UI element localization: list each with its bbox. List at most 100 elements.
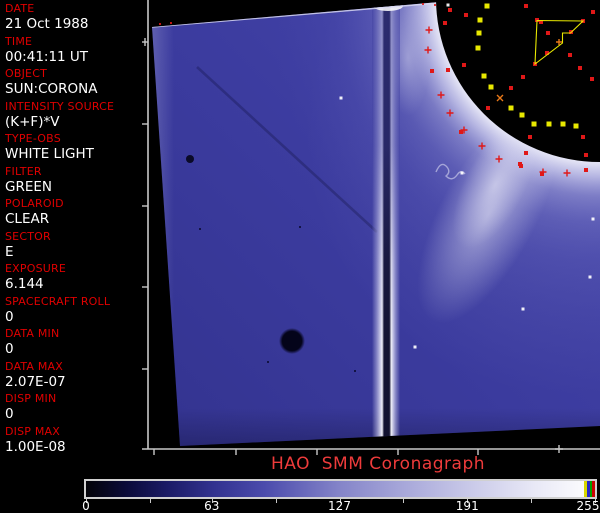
metadata-sidebar: DATE 21 Oct 1988 TIME 00:41:11 UT OBJECT SUN:… (5, 2, 147, 457)
field-label: DISP MIN (5, 392, 57, 405)
yellow-fiducial-dot (477, 17, 483, 23)
metadata-field: DISP MAX 1.00E-08 (5, 425, 147, 458)
saturation-stripe (590, 481, 592, 497)
red-fiducial-dot (464, 13, 468, 17)
coronal-wisp (435, 163, 466, 180)
field-label: FILTER (5, 164, 42, 178)
metadata-field: FILTER GREEN (5, 165, 147, 198)
field-value: E (5, 243, 14, 260)
dark-speck (199, 228, 201, 230)
colorbar-tick-label: 0 (82, 499, 90, 513)
yellow-fiducial-dot (481, 73, 487, 79)
colorbar-tick (595, 499, 596, 503)
colorbar-tick (339, 499, 341, 503)
red-fiducial-dot (581, 135, 585, 139)
colorbar-minor-tick (149, 499, 151, 503)
axis-frame (142, 0, 600, 455)
metadata-field: TIME 00:41:11 UT (5, 35, 147, 68)
field-value: 0 (5, 406, 14, 422)
edge-noise-speck (434, 4, 436, 6)
red-fiducial-dot (568, 53, 572, 57)
colorbar-minor-tick (403, 499, 405, 503)
yellow-fiducial-dot (508, 105, 514, 111)
metadata-field: EXPOSURE 6.144 (5, 262, 147, 295)
image-title: HAO SMM Coronagraph (270, 454, 486, 474)
colorbar-minor-tick (531, 499, 533, 503)
field-value: GREEN (5, 178, 52, 195)
red-fiducial-dot (462, 63, 466, 67)
edge-noise-speck (422, 3, 424, 5)
metadata-field: SPACECRAFT ROLL 0 (5, 295, 147, 328)
field-label: OBJECT (5, 67, 47, 80)
yellow-region-outline (534, 19, 585, 66)
red-fiducial-dot (446, 68, 450, 72)
field-value: 6.144 (5, 276, 44, 292)
red-fiducial-dot (578, 66, 582, 70)
metadata-field: SECTOR E (5, 230, 147, 263)
red-fiducial-dot (448, 8, 452, 12)
red-plus-marker (425, 26, 433, 34)
saturation-stripe (584, 481, 587, 497)
star-speck (413, 345, 417, 349)
yellow-fiducial-dot (484, 3, 490, 9)
field-label: DATA MAX (5, 359, 63, 373)
field-value: 0 (5, 308, 14, 325)
field-label: SPACECRAFT ROLL (5, 294, 111, 308)
field-value: 2.07E-07 (5, 373, 66, 390)
red-fiducial-dot (459, 130, 463, 134)
metadata-field: DATA MIN 0 (5, 327, 147, 360)
colorbar-tick (467, 499, 469, 503)
saturation-stripe (592, 481, 595, 497)
field-label: DATA MIN (5, 327, 60, 340)
metadata-field: DISP MIN 0 (5, 392, 147, 425)
red-fiducial-dot (430, 69, 434, 73)
dark-speck (354, 370, 356, 372)
coronagraph-image (142, 0, 600, 455)
red-fiducial-dot (509, 86, 513, 90)
star-speck (339, 96, 343, 100)
field-label: DISP MAX (5, 424, 60, 438)
saturation-stripe (587, 481, 590, 497)
dark-spot (186, 155, 194, 163)
dark-speck (267, 361, 269, 363)
star-speck (591, 217, 595, 221)
yellow-fiducial-dot (531, 121, 537, 127)
edge-noise-speck (170, 22, 172, 24)
field-label: TIME (5, 34, 33, 48)
yellow-fiducial-dot (488, 84, 494, 90)
metadata-field: TYPE-OBS WHITE LIGHT (5, 132, 147, 165)
red-plus-marker (424, 46, 432, 54)
field-value: SUN:CORONA (5, 81, 98, 97)
field-value: 0 (5, 341, 14, 357)
metadata-field: INTENSITY SOURCE (K+F)*V (5, 100, 147, 133)
red-fiducial-dot (539, 20, 543, 24)
red-fiducial-dot (524, 151, 528, 155)
red-plus-marker (495, 155, 503, 163)
metadata-field: DATE 21 Oct 1988 (5, 2, 147, 35)
field-label: DATE (5, 2, 35, 15)
yellow-fiducial-dot (475, 45, 481, 51)
field-value: CLEAR (5, 211, 50, 227)
metadata-field: DATA MAX 2.07E-07 (5, 360, 147, 393)
field-label: TYPE-OBS (5, 132, 61, 145)
metadata-field: POLAROID CLEAR (5, 197, 147, 230)
red-fiducial-dot (584, 168, 588, 172)
colorbar-tick-label: 63 (204, 499, 220, 513)
red-fiducial-dot (545, 51, 549, 55)
red-fiducial-dot (524, 4, 528, 8)
field-value: 1.00E-08 (5, 438, 66, 455)
red-fiducial-dot (591, 10, 595, 14)
field-value: WHITE LIGHT (5, 146, 94, 162)
colorbar-tick-label: 255 (576, 499, 600, 513)
colorbar-tick-label: 127 (328, 499, 351, 513)
fiducial-markers (159, 3, 595, 372)
red-fiducial-dot (521, 75, 525, 79)
red-fiducial-dot (590, 77, 594, 81)
red-plus-marker (539, 168, 547, 176)
yellow-fiducial-dot (519, 112, 525, 118)
red-fiducial-dot (540, 172, 544, 176)
star-speck (446, 3, 450, 7)
dark-blob (279, 328, 305, 354)
dark-speck (299, 226, 301, 228)
yellow-fiducial-dot (476, 30, 482, 36)
